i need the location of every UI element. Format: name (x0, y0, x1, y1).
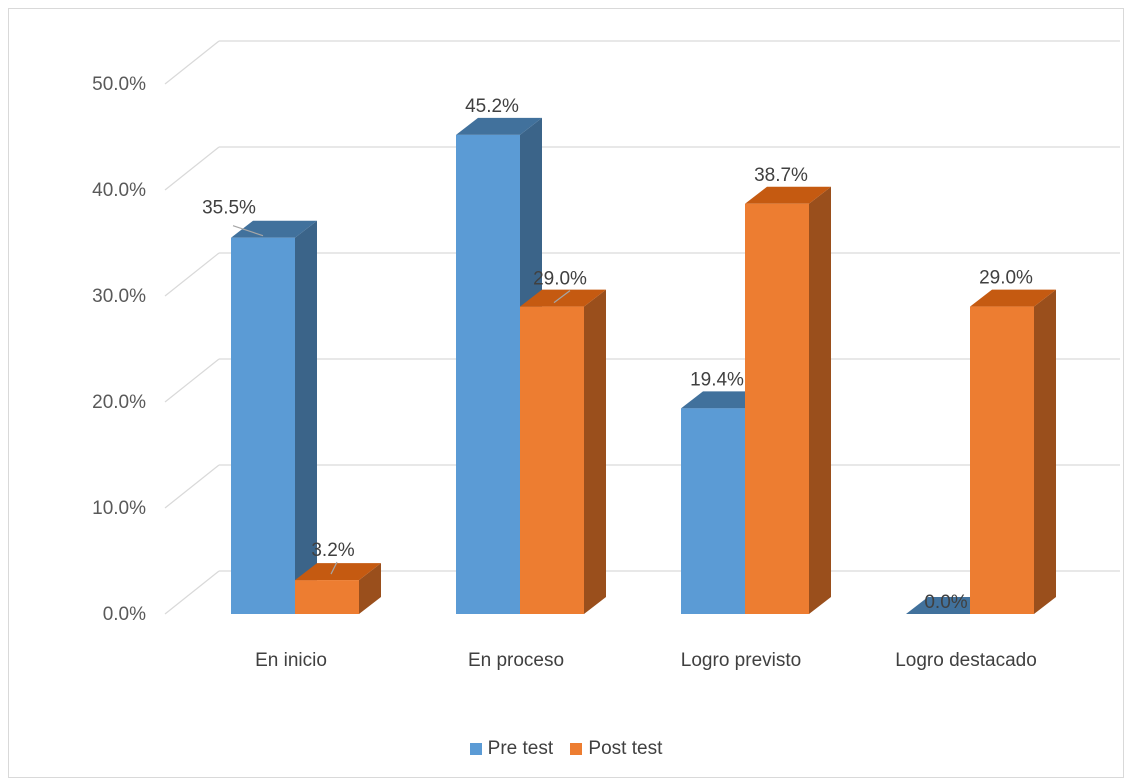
data-label-post-test: 38.7% (754, 165, 808, 186)
data-label-pre-test: 35.5% (202, 198, 256, 219)
bar-side-post-test (809, 186, 831, 614)
data-label-post-test: 3.2% (311, 540, 354, 561)
bar-top-post-test (970, 289, 1056, 307)
legend-label-pre-test: Pre test (487, 738, 554, 759)
x-tick-label: En inicio (255, 650, 327, 671)
bar-post-test (970, 306, 1034, 614)
grid-diagonal (164, 358, 220, 403)
bar-pre-test (456, 134, 520, 614)
leader-line (553, 290, 571, 304)
grid-diagonal (164, 252, 220, 297)
bar-top-post-test (295, 563, 381, 581)
leader-line (330, 561, 338, 575)
x-tick-label: Logro previsto (681, 650, 801, 671)
bar-post-test (745, 203, 809, 614)
y-tick-label: 40.0% (92, 180, 146, 201)
x-tick-label: Logro destacado (895, 650, 1037, 671)
bar-top-post-test (520, 289, 606, 307)
data-label-pre-test: 0.0% (924, 592, 967, 613)
legend-item-pre-test: Pre test (469, 738, 554, 760)
bar-side-post-test (1034, 289, 1056, 614)
grid-diagonal (164, 146, 220, 191)
grid-diagonal (164, 464, 220, 509)
bar-side-post-test (359, 563, 381, 614)
y-tick-label: 10.0% (92, 498, 146, 519)
legend-swatch-pre-test (469, 743, 482, 755)
bar-top-post-test (745, 186, 831, 204)
x-tick-label: En proceso (468, 650, 564, 671)
bar-top-pre-test (456, 117, 542, 135)
grid-diagonal (164, 570, 220, 615)
y-tick-label: 0.0% (103, 604, 146, 625)
bar-side-post-test (584, 289, 606, 614)
bar-side-pre-test (295, 220, 317, 614)
bar-top-pre-test (231, 220, 317, 238)
data-label-post-test: 29.0% (979, 268, 1033, 289)
leader-line (232, 225, 264, 237)
legend-label-post-test: Post test (588, 738, 663, 759)
y-tick-label: 50.0% (92, 74, 146, 95)
data-label-post-test: 29.0% (533, 269, 587, 290)
bar-post-test (295, 580, 359, 614)
bar-post-test (520, 306, 584, 614)
y-tick-label: 20.0% (92, 392, 146, 413)
legend-item-post-test: Post test (570, 738, 662, 760)
chart-legend: Pre test Post test (0, 738, 1132, 761)
grid-diagonal (164, 40, 220, 85)
bar-pre-test (231, 237, 295, 614)
data-label-pre-test: 45.2% (465, 96, 519, 117)
bar-pre-test (681, 408, 745, 614)
y-tick-label: 30.0% (92, 286, 146, 307)
data-label-pre-test: 19.4% (690, 369, 744, 390)
legend-swatch-post-test (570, 743, 583, 755)
